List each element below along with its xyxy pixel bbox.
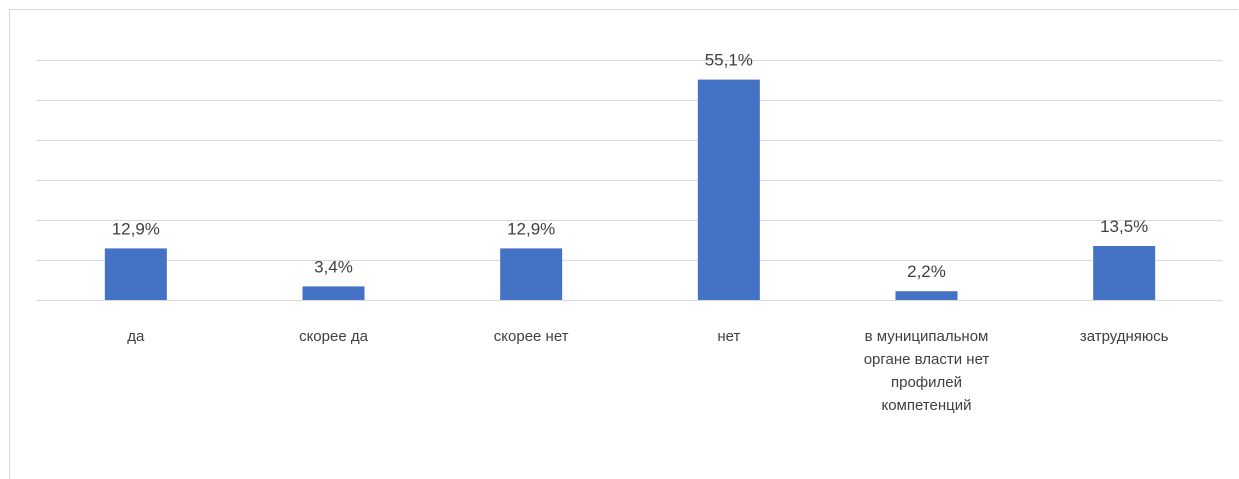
bars (104, 79, 1156, 300)
data-label: 2,2% (907, 262, 946, 281)
bar (1093, 246, 1156, 300)
bar (895, 291, 958, 300)
category-labels: да скорее да скорее нет нет в муниципальном о… (127, 328, 1168, 414)
bar (104, 248, 167, 300)
data-label: 3,4% (314, 257, 353, 276)
bar (697, 79, 760, 300)
bar-chart: 12,9% 3,4% 12,9% 55,1% 2,2% 13,5% да скорее да… (37, 51, 1222, 414)
category-label: скорее да (299, 328, 369, 345)
bar (302, 286, 365, 300)
data-label: 12,9% (507, 219, 555, 238)
data-label: 12,9% (112, 219, 160, 238)
chart-frame (9, 9, 1238, 479)
category-label: нет (717, 328, 740, 345)
category-label: в муниципальном органе власти нет профилей… (864, 328, 990, 414)
data-labels: 12,9% 3,4% 12,9% 55,1% 2,2% 13,5% (112, 51, 1149, 282)
bar (500, 248, 563, 300)
category-label: да (127, 328, 145, 345)
gridlines (37, 60, 1222, 301)
category-label: затрудняюсь (1080, 328, 1169, 345)
category-label: скорее нет (494, 328, 569, 345)
data-label: 55,1% (705, 51, 753, 70)
data-label: 13,5% (1100, 217, 1148, 236)
